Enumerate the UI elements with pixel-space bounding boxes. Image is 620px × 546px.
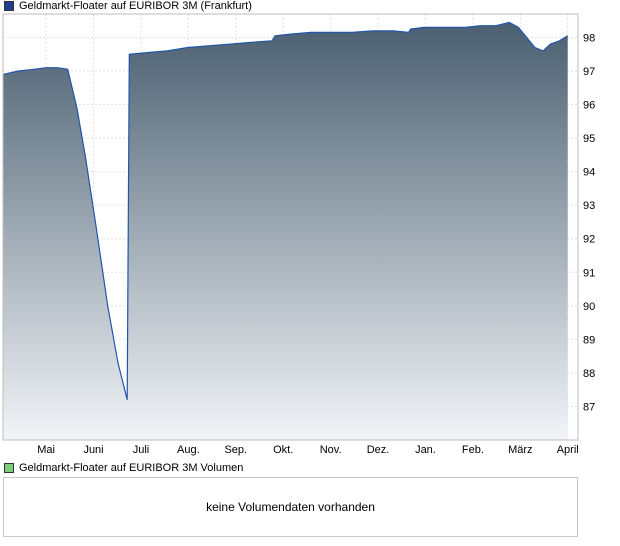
y-tick-label: 88 bbox=[583, 368, 595, 380]
y-tick-label: 87 bbox=[583, 401, 595, 413]
legend-volume-swatch bbox=[4, 463, 14, 473]
y-tick-label: 97 bbox=[583, 66, 595, 78]
x-tick-label: Nov. bbox=[320, 444, 342, 456]
y-tick-label: 96 bbox=[583, 100, 595, 112]
plot-frame bbox=[2, 13, 579, 441]
x-tick-label: Juli bbox=[133, 444, 150, 456]
x-axis-labels: Mai Juni Juli Aug. Sep. Okt. Nov. Dez. Jan. Feb. M… bbox=[37, 444, 578, 456]
volume-empty-message: keine Volumendaten vorhanden bbox=[206, 500, 375, 514]
y-axis-labels: 87 88 89 90 91 92 93 94 95 96 97 98 bbox=[583, 32, 595, 413]
x-tick-label: März bbox=[508, 444, 532, 456]
y-tick-label: 92 bbox=[583, 234, 595, 246]
y-tick-label: 89 bbox=[583, 334, 595, 346]
x-tick-label: Juni bbox=[83, 444, 103, 456]
legend-main: Geldmarkt-Floater auf EURIBOR 3M (Frankf… bbox=[4, 0, 252, 13]
x-tick-label: Mai bbox=[37, 444, 55, 456]
legend-main-label: Geldmarkt-Floater auf EURIBOR 3M (Frankf… bbox=[19, 0, 252, 12]
y-tick-label: 95 bbox=[583, 133, 595, 145]
price-area bbox=[3, 22, 568, 441]
legend-main-swatch bbox=[4, 1, 14, 11]
x-tick-label: Dez. bbox=[367, 444, 390, 456]
x-tick-label: April bbox=[557, 444, 579, 456]
x-tick-label: Jan. bbox=[415, 444, 436, 456]
y-tick-label: 90 bbox=[583, 301, 595, 313]
y-tick-label: 93 bbox=[583, 200, 595, 212]
x-tick-label: Aug. bbox=[177, 444, 200, 456]
y-tick-label: 94 bbox=[583, 167, 595, 179]
volume-panel: keine Volumendaten vorhanden bbox=[3, 477, 578, 537]
y-tick-label: 91 bbox=[583, 267, 595, 279]
price-chart: 87 88 89 90 91 92 93 94 95 96 97 98 Mai Juni Juli Aug.… bbox=[2, 13, 595, 456]
legend-volume: Geldmarkt-Floater auf EURIBOR 3M Volumen bbox=[4, 461, 243, 475]
y-tick-label: 98 bbox=[583, 32, 595, 44]
x-tick-label: Sep. bbox=[224, 444, 247, 456]
x-tick-label: Feb. bbox=[462, 444, 484, 456]
x-tick-label: Okt. bbox=[273, 444, 293, 456]
price-line bbox=[2, 21, 569, 400]
legend-volume-label: Geldmarkt-Floater auf EURIBOR 3M Volumen bbox=[19, 462, 244, 474]
